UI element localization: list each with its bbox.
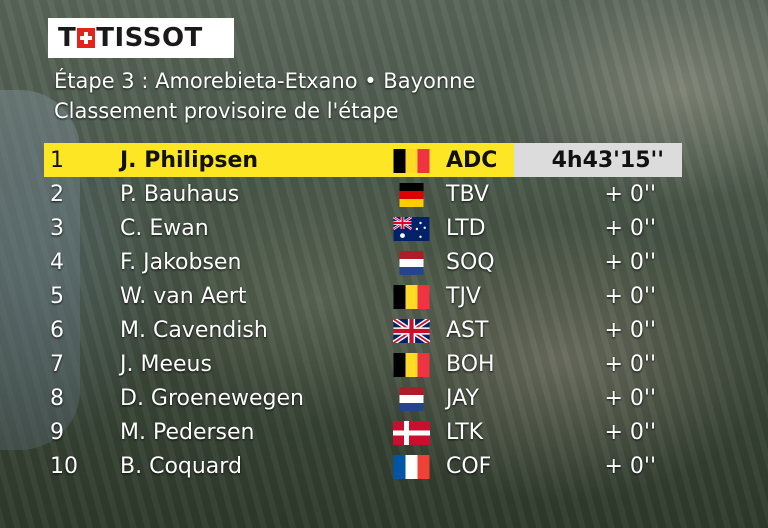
team-code: SOQ	[446, 250, 495, 275]
time-gap: + 0''	[604, 352, 656, 377]
stage-subtitle: Classement provisoire de l'étape	[54, 99, 399, 123]
flag-netherlands-icon	[393, 251, 430, 275]
time-gap: + 0''	[604, 216, 656, 241]
flag-belgium-icon	[393, 285, 430, 309]
leader-time-box	[514, 143, 682, 177]
rider-name: W. van Aert	[120, 284, 247, 309]
rank-number: 9	[50, 420, 64, 445]
rank-number: 1	[50, 148, 64, 173]
flag-belgium-icon	[393, 353, 430, 377]
leader-highlight-band	[44, 143, 514, 177]
result-row: 5 W. van Aert TJV + 0''	[0, 279, 768, 313]
time-gap: + 0''	[604, 454, 656, 479]
result-row: 6 M. Cavendish AST + 0''	[0, 313, 768, 347]
rider-name: D. Groenewegen	[120, 386, 304, 411]
rider-name: M. Pedersen	[120, 420, 255, 445]
team-code: LTK	[446, 420, 484, 445]
time-gap: + 0''	[604, 420, 656, 445]
rider-name: M. Cavendish	[120, 318, 268, 343]
team-code: JAY	[446, 386, 479, 411]
rank-number: 6	[50, 318, 64, 343]
time-gap: + 0''	[604, 386, 656, 411]
leader-row: 1 J. Philipsen ADC 4h43'15''	[0, 143, 768, 177]
rank-number: 4	[50, 250, 64, 275]
logo-letter: T	[58, 23, 77, 53]
rank-number: 3	[50, 216, 64, 241]
stage-header: Étape 3 : Amorebieta-Etxano • Bayonne Cl…	[54, 66, 475, 126]
flag-australia-icon	[393, 217, 430, 241]
flag-belgium-icon	[393, 149, 430, 173]
time-gap: + 0''	[604, 250, 656, 275]
result-row: 7 J. Meeus BOH + 0''	[0, 347, 768, 381]
rider-name: C. Ewan	[120, 216, 209, 241]
rider-name: P. Bauhaus	[120, 182, 240, 207]
result-row: 8 D. Groenewegen JAY + 0''	[0, 381, 768, 415]
swiss-cross-icon	[77, 28, 96, 48]
flag-germany-icon	[393, 183, 430, 207]
flag-netherlands-icon	[393, 387, 430, 411]
team-code: BOH	[446, 352, 495, 377]
result-row: 9 M. Pedersen LTK + 0''	[0, 415, 768, 449]
time-gap: + 0''	[604, 284, 656, 309]
team-code: COF	[446, 454, 492, 479]
team-code: LTD	[446, 216, 486, 241]
team-code: ADC	[446, 148, 498, 173]
flag-denmark-icon	[393, 421, 430, 445]
result-row: 2 P. Bauhaus TBV + 0''	[0, 177, 768, 211]
stage-title: Étape 3 : Amorebieta-Etxano • Bayonne	[54, 69, 476, 93]
result-row: 3 C. Ewan LTD + 0''	[0, 211, 768, 245]
rider-name: F. Jakobsen	[120, 250, 242, 275]
flag-france-icon	[393, 455, 430, 479]
rank-number: 10	[50, 454, 78, 479]
rider-name: J. Meeus	[120, 352, 212, 377]
team-code: AST	[446, 318, 489, 343]
rank-number: 8	[50, 386, 64, 411]
rider-name: B. Coquard	[120, 454, 242, 479]
logo-wordmark: TISSOT	[96, 23, 203, 53]
rider-name: J. Philipsen	[120, 148, 259, 173]
time-gap: + 0''	[604, 318, 656, 343]
rank-number: 2	[50, 182, 64, 207]
rank-number: 7	[50, 352, 64, 377]
time-gap: + 0''	[604, 182, 656, 207]
tissot-logo: T TISSOT	[48, 18, 234, 58]
flag-united-kingdom-icon	[393, 319, 430, 343]
rank-number: 5	[50, 284, 64, 309]
result-row: 4 F. Jakobsen SOQ + 0''	[0, 245, 768, 279]
team-code: TBV	[446, 182, 489, 207]
winning-time: 4h43'15''	[551, 148, 664, 173]
team-code: TJV	[446, 284, 481, 309]
result-row: 10 B. Coquard COF + 0''	[0, 449, 768, 483]
